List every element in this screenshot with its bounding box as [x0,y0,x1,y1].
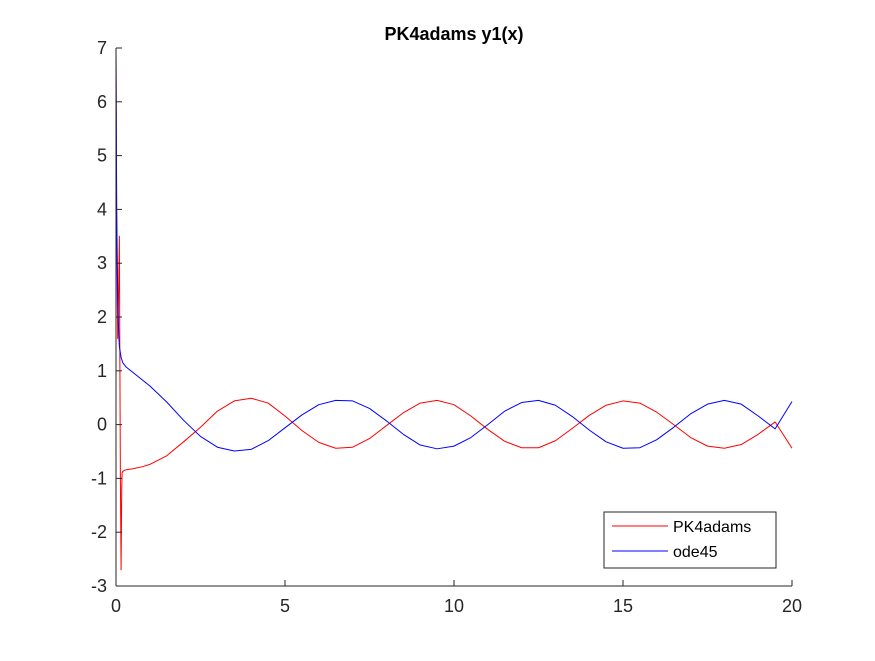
legend-box [603,511,777,569]
y-tick-label: -2 [91,522,107,542]
x-tick-label: 0 [111,596,121,616]
x-ticks: 0 5 10 15 20 [111,580,802,616]
legend-label-ode45: ode45 [673,544,718,561]
y-ticks: -3 -2 -1 0 1 2 3 4 5 6 7 [91,38,122,596]
plot-area-background [116,48,792,586]
series-layer [115,47,793,571]
y-tick-label: -3 [91,576,107,596]
y-tick-label: 6 [97,92,107,112]
y-tick-label: 1 [97,361,107,381]
x-tick-label: 5 [280,596,290,616]
x-tick-label: 10 [444,596,464,616]
legend-label-pk4adams: PK4adams [673,519,751,536]
y-tick-label: 7 [97,38,107,58]
y-tick-label: 4 [97,199,107,219]
chart-title: PK4adams y1(x) [384,24,523,44]
legend: PK4adams ode45 [603,511,777,569]
y-tick-label: 5 [97,146,107,166]
series-line-ode45 [115,47,793,452]
y-tick-label: -1 [91,468,107,488]
y-tick-label: 3 [97,253,107,273]
y-tick-label: 0 [97,415,107,435]
x-tick-label: 15 [613,596,633,616]
x-tick-label: 20 [782,596,802,616]
series-line-pk4adams [115,47,793,571]
y-tick-label: 2 [97,307,107,327]
